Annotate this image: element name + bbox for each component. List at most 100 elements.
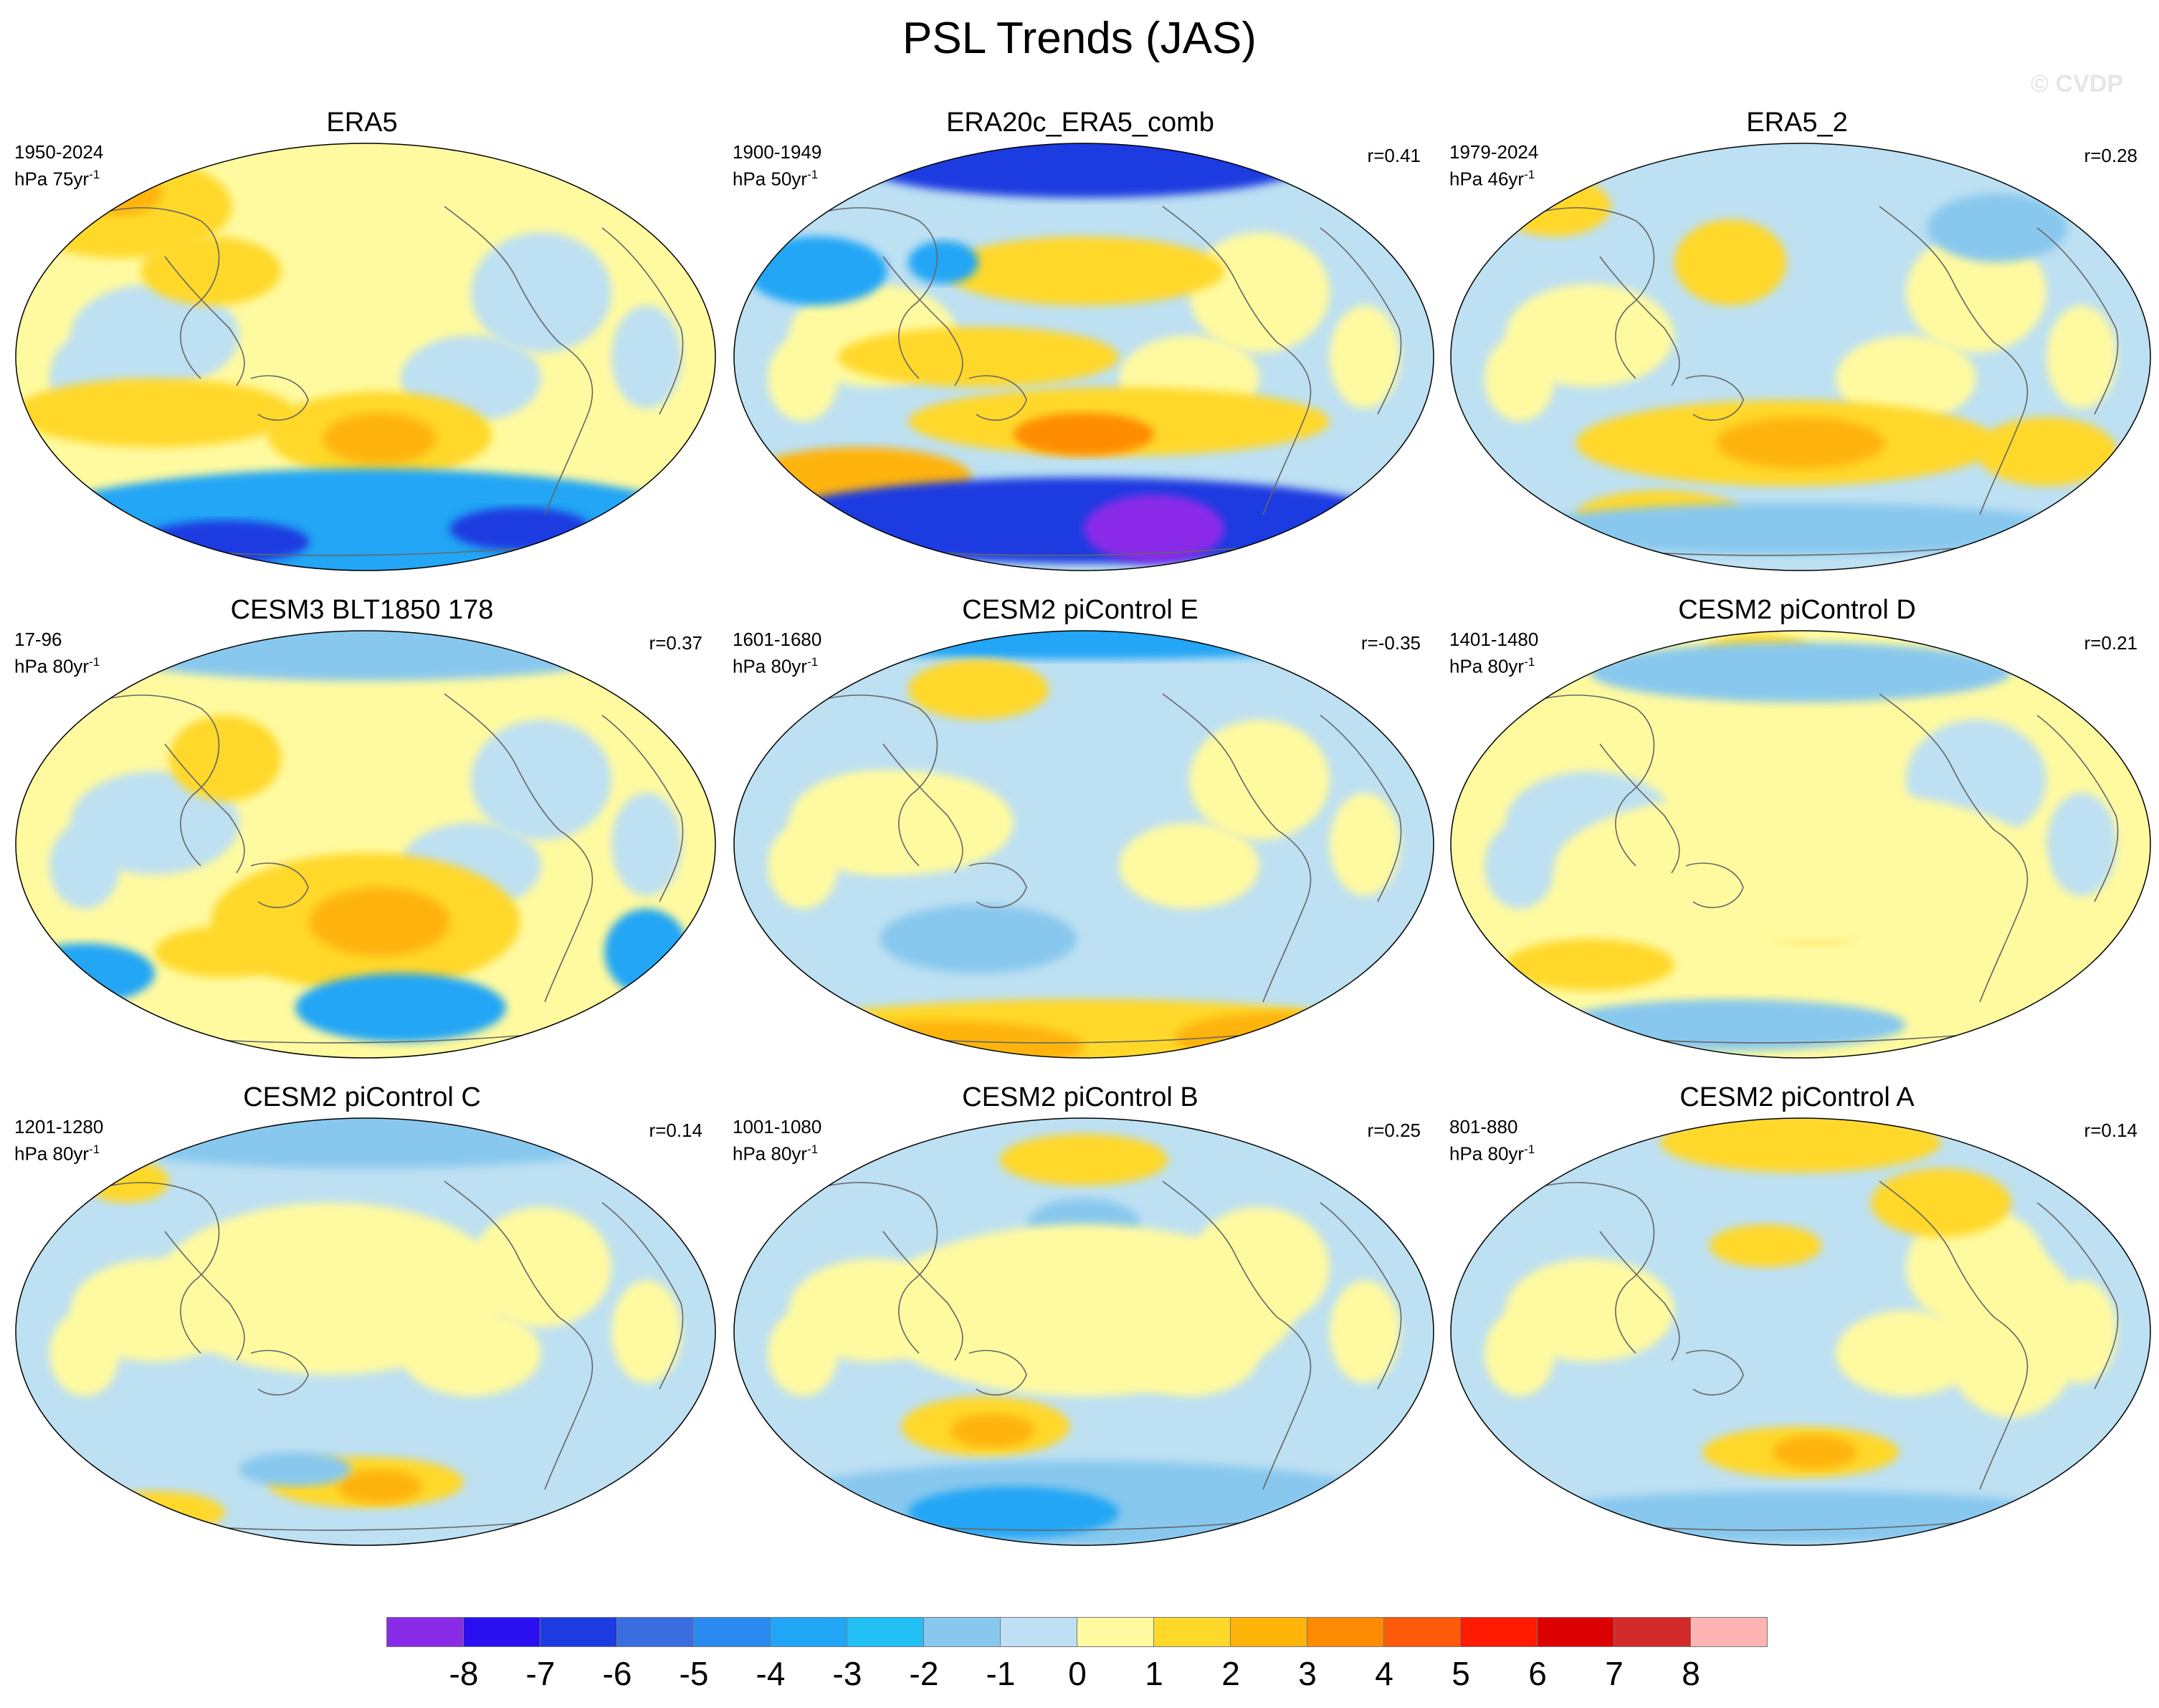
field-patch bbox=[1330, 1280, 1400, 1383]
field-patch bbox=[611, 305, 682, 409]
field-anomaly bbox=[950, 1413, 1035, 1448]
field-anomaly bbox=[1716, 417, 1885, 469]
coastline bbox=[1685, 862, 1744, 908]
colorbar-tick-label: 0 bbox=[1068, 1655, 1087, 1692]
colorbar-bin bbox=[847, 1617, 924, 1647]
panel-units: hPa 80yr-1 bbox=[733, 1142, 819, 1165]
coastline bbox=[164, 256, 245, 386]
panel-period-units: 1601-1680 hPa 80yr-1 bbox=[733, 628, 821, 678]
coastline bbox=[64, 695, 220, 867]
coastline bbox=[544, 342, 594, 515]
panel-period: 17-96 bbox=[14, 629, 62, 650]
coastline bbox=[1979, 1317, 2029, 1490]
field-anomaly bbox=[1014, 413, 1154, 456]
coastline bbox=[968, 375, 1027, 421]
colorbar-bin bbox=[693, 1617, 771, 1647]
panel-period-units: 1001-1080 hPa 80yr-1 bbox=[733, 1115, 821, 1165]
panel-period: 1900-1949 bbox=[733, 141, 822, 163]
coastline bbox=[882, 1231, 963, 1361]
field-patch bbox=[471, 720, 611, 840]
map-panel-6: CESM2 piControl D 1401-1480 hPa 80yr-1 r=0.… bbox=[1442, 595, 2152, 1082]
coastline bbox=[1320, 715, 1402, 902]
field-patch bbox=[1484, 1310, 1555, 1396]
coastline bbox=[1979, 829, 2029, 1003]
panel-period: 1979-2024 bbox=[1449, 141, 1539, 163]
field-anomaly bbox=[239, 1452, 352, 1487]
coastline bbox=[2036, 1202, 2119, 1390]
field-anomaly bbox=[85, 1160, 169, 1203]
panel-period: 1950-2024 bbox=[14, 141, 104, 163]
coastline bbox=[1262, 829, 1312, 1003]
field-patch bbox=[1484, 823, 1555, 909]
field-anomaly bbox=[1590, 642, 2011, 702]
robinson-map bbox=[15, 630, 716, 1059]
colorbar-tick-label: -5 bbox=[679, 1655, 709, 1692]
field-anomaly bbox=[1084, 495, 1224, 563]
coastline bbox=[968, 1350, 1027, 1395]
field-anomaly bbox=[734, 999, 1434, 1058]
panel-title: ERA5_2 bbox=[1746, 108, 1848, 138]
field-anomaly bbox=[1772, 1435, 1857, 1469]
field-anomaly bbox=[323, 413, 436, 464]
colorbar-bin bbox=[1230, 1617, 1307, 1647]
panel-units: hPa 80yr-1 bbox=[14, 655, 100, 677]
coastline bbox=[64, 207, 220, 379]
field-anomaly bbox=[295, 973, 506, 1042]
field-anomaly bbox=[768, 477, 1400, 563]
field-anomaly bbox=[140, 237, 282, 305]
colorbar-tick-label: 5 bbox=[1452, 1655, 1470, 1692]
panel-period: 1401-1480 bbox=[1449, 629, 1539, 650]
panel-correlation: r=-0.35 bbox=[1360, 632, 1421, 654]
robinson-map bbox=[733, 143, 1434, 571]
coastline bbox=[601, 1202, 684, 1390]
map-panel-9: CESM2 piControl A 801-880 hPa 80yr-1 r=0.14 bbox=[1442, 1082, 2152, 1570]
colorbar-tick-label: 2 bbox=[1221, 1655, 1240, 1692]
coastline bbox=[1499, 695, 1655, 867]
colorbar-bin bbox=[386, 1617, 464, 1647]
coastline bbox=[164, 743, 245, 874]
field-patch bbox=[1189, 720, 1330, 840]
colorbar-bin bbox=[616, 1617, 694, 1647]
field-anomaly bbox=[16, 943, 155, 1003]
colorbar-bin bbox=[1383, 1617, 1461, 1647]
field-anomaly bbox=[1520, 503, 2082, 555]
field-anomaly bbox=[908, 1487, 1119, 1538]
robinson-map bbox=[15, 1117, 716, 1546]
coastline bbox=[164, 1231, 245, 1361]
map-outline bbox=[1450, 630, 2151, 1059]
colorbar-bin bbox=[463, 1617, 540, 1647]
panel-period: 801-880 bbox=[1449, 1116, 1518, 1137]
panel-correlation: r=0.14 bbox=[2084, 1120, 2137, 1141]
colorbar-bin bbox=[770, 1617, 847, 1647]
colorbar-ticks: -8 -7 -6 -5 -4 -3 -2 -1 0 1 2 3 4 5 6 7 8 bbox=[387, 1654, 1821, 1697]
panel-title: CESM2 piControl E bbox=[962, 595, 1198, 625]
panel-units: hPa 80yr-1 bbox=[1449, 655, 1535, 677]
panel-correlation: r=0.25 bbox=[1367, 1120, 1421, 1141]
map-panel-5: CESM2 piControl E 1601-1680 hPa 80yr-1 r=-0… bbox=[725, 595, 1435, 1082]
colorbar-bin bbox=[923, 1617, 1001, 1647]
coastline bbox=[1879, 693, 1995, 831]
panel-correlation: r=0.21 bbox=[2084, 632, 2137, 654]
watermark: © CVDP bbox=[2031, 70, 2123, 97]
colorbar-tick-label: -4 bbox=[756, 1655, 786, 1692]
field-patch bbox=[1330, 793, 1400, 896]
coastline bbox=[1599, 256, 1680, 386]
field-anomaly bbox=[768, 631, 1400, 659]
coastline bbox=[1162, 1180, 1278, 1318]
map-panel-2: ERA20c_ERA5_comb 1900-1949 hPa 50yr-1 r=0.4… bbox=[725, 108, 1435, 595]
field-anomaly bbox=[838, 327, 1119, 387]
coastline bbox=[882, 256, 963, 386]
field-anomaly bbox=[140, 520, 310, 563]
coastline bbox=[1320, 227, 1402, 415]
panel-units: hPa 80yr-1 bbox=[14, 1142, 100, 1165]
coastline bbox=[1685, 375, 1744, 421]
coastline bbox=[782, 1182, 938, 1354]
panel-units: hPa 80yr-1 bbox=[1449, 1142, 1535, 1165]
field-anomaly bbox=[1505, 939, 1674, 991]
map-outline bbox=[15, 630, 716, 1059]
coastline bbox=[1499, 1182, 1655, 1354]
coastline bbox=[1262, 1317, 1312, 1490]
field-anomaly bbox=[999, 1134, 1168, 1185]
map-panel-4: CESM3 BLT1850 178 17-96 hPa 80yr-1 r=0.37 bbox=[7, 595, 717, 1082]
coastline bbox=[1979, 342, 2029, 515]
